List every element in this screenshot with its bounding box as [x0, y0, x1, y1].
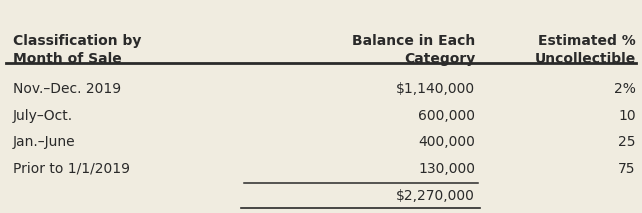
- Text: 75: 75: [618, 162, 636, 176]
- Text: July–Oct.: July–Oct.: [13, 109, 73, 123]
- Text: 600,000: 600,000: [418, 109, 475, 123]
- Text: 10: 10: [618, 109, 636, 123]
- Text: 400,000: 400,000: [418, 135, 475, 149]
- Text: 130,000: 130,000: [418, 162, 475, 176]
- Text: $2,270,000: $2,270,000: [396, 189, 475, 203]
- Text: Prior to 1/1/2019: Prior to 1/1/2019: [13, 162, 130, 176]
- Text: Jan.–June: Jan.–June: [13, 135, 76, 149]
- Text: 25: 25: [618, 135, 636, 149]
- Text: Estimated %
Uncollectible: Estimated % Uncollectible: [534, 34, 636, 66]
- Text: Nov.–Dec. 2019: Nov.–Dec. 2019: [13, 82, 121, 96]
- Text: 2%: 2%: [614, 82, 636, 96]
- Text: Classification by
Month of Sale: Classification by Month of Sale: [13, 34, 141, 66]
- Text: $1,140,000: $1,140,000: [396, 82, 475, 96]
- Text: Balance in Each
Category: Balance in Each Category: [352, 34, 475, 66]
